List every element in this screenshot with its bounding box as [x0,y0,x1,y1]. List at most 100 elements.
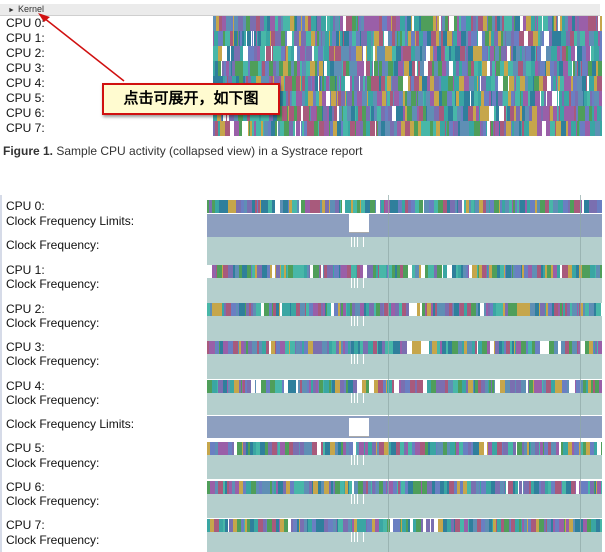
cpu-slice[interactable] [307,265,309,278]
cpu-slice[interactable] [453,303,454,316]
cpu-slice[interactable] [266,380,270,393]
cpu-slice[interactable] [332,265,333,278]
cpu-slice[interactable] [457,481,460,494]
cpu-slice[interactable] [537,16,538,31]
cpu-slice[interactable] [427,481,432,494]
cpu-slice[interactable] [554,341,558,354]
cpu-slice[interactable] [505,481,506,494]
cpu-slice[interactable] [357,442,359,455]
cpu-slice[interactable] [480,76,481,91]
cpu-slice[interactable] [289,106,294,121]
cpu-slice[interactable] [330,200,333,213]
cpu-slice[interactable] [534,380,539,393]
cpu-slice[interactable] [558,200,563,213]
cpu-slice[interactable] [524,519,527,532]
cpu-slice[interactable] [427,106,432,121]
cpu-slice[interactable] [561,442,563,455]
cpu-slice[interactable] [325,442,330,455]
cpu-slice[interactable] [566,31,570,46]
cpu-slice[interactable] [513,46,516,61]
cpu-slice[interactable] [283,200,288,213]
cpu-slice[interactable] [408,200,409,213]
cpu-slice[interactable] [252,341,257,354]
cpu-slice[interactable] [358,16,359,31]
cpu-slice[interactable] [515,91,520,106]
cpu-slice[interactable] [261,200,266,213]
clock-frequency-track[interactable] [207,532,602,552]
cpu-slice[interactable] [319,519,324,532]
cpu-slice[interactable] [334,481,335,494]
cpu-slice[interactable] [489,380,491,393]
cpu-slice[interactable] [555,519,559,532]
cpu-slice[interactable] [254,46,257,61]
cpu-slice[interactable] [271,121,272,136]
cpu-slice[interactable] [500,200,502,213]
cpu-slice[interactable] [500,380,505,393]
cpu-slice[interactable] [479,442,483,455]
cpu-slice[interactable] [513,200,515,213]
cpu-slice[interactable] [294,46,297,61]
cpu-slice[interactable] [502,341,504,354]
cpu-slice[interactable] [391,16,392,31]
cpu-slice[interactable] [384,303,389,316]
cpu-slice[interactable] [342,106,343,121]
cpu-slice[interactable] [226,303,231,316]
cpu-slice[interactable] [250,519,254,532]
cpu-slice[interactable] [567,380,569,393]
cpu-slice[interactable] [286,265,287,278]
cpu-slice[interactable] [288,106,289,121]
cpu-slice[interactable] [504,121,506,136]
cpu-slice[interactable] [225,31,230,46]
cpu-slice[interactable] [511,46,513,61]
cpu-slice[interactable] [341,46,345,61]
cpu-slice[interactable] [339,121,341,136]
cpu-slice[interactable] [278,16,281,31]
cpu-slice[interactable] [597,76,602,91]
cpu-slice[interactable] [475,380,478,393]
cpu-slice[interactable] [593,380,595,393]
cpu-slice[interactable] [343,121,348,136]
cpu-slice[interactable] [371,481,372,494]
cpu-slice[interactable] [549,341,554,354]
cpu-slice[interactable] [560,265,562,278]
cpu-slice[interactable] [298,380,300,393]
cpu-slice[interactable] [589,341,593,354]
cpu-slice[interactable] [523,91,528,106]
cpu-slice[interactable] [566,46,568,61]
cpu-slice[interactable] [427,76,430,91]
cpu-slice[interactable] [521,265,522,278]
cpu-slice[interactable] [364,303,366,316]
cpu-slice[interactable] [556,76,557,91]
cpu-slice[interactable] [514,91,515,106]
cpu-slice[interactable] [558,303,560,316]
cpu-slice[interactable] [421,519,423,532]
cpu-slice[interactable] [402,341,407,354]
cpu-track[interactable] [213,46,602,61]
cpu-slice[interactable] [214,519,219,532]
cpu-slice[interactable] [289,442,293,455]
cpu-slice[interactable] [431,519,434,532]
cpu-slice[interactable] [419,265,421,278]
cpu-slice[interactable] [237,31,238,46]
cpu-slice[interactable] [569,341,571,354]
clock-frequency-track[interactable] [207,316,602,341]
cpu-slice[interactable] [329,46,334,61]
cpu-slice[interactable] [522,121,524,136]
cpu-slice[interactable] [486,481,491,494]
cpu-slice[interactable] [582,106,585,121]
cpu-slice[interactable] [481,61,482,76]
cpu-slice[interactable] [504,265,505,278]
cpu-slice[interactable] [584,91,587,106]
cpu-slice[interactable] [508,61,513,76]
cpu-slice[interactable] [411,91,416,106]
cpu-slice[interactable] [412,106,417,121]
cpu-slice[interactable] [239,303,244,316]
cpu-slice[interactable] [557,106,558,121]
cpu-slice[interactable] [343,106,347,121]
cpu-slice[interactable] [262,61,265,76]
cpu-slice[interactable] [327,61,330,76]
cpu-slice[interactable] [506,31,511,46]
cpu-slice[interactable] [434,46,437,61]
cpu-slice[interactable] [494,46,495,61]
cpu-slice[interactable] [574,341,577,354]
